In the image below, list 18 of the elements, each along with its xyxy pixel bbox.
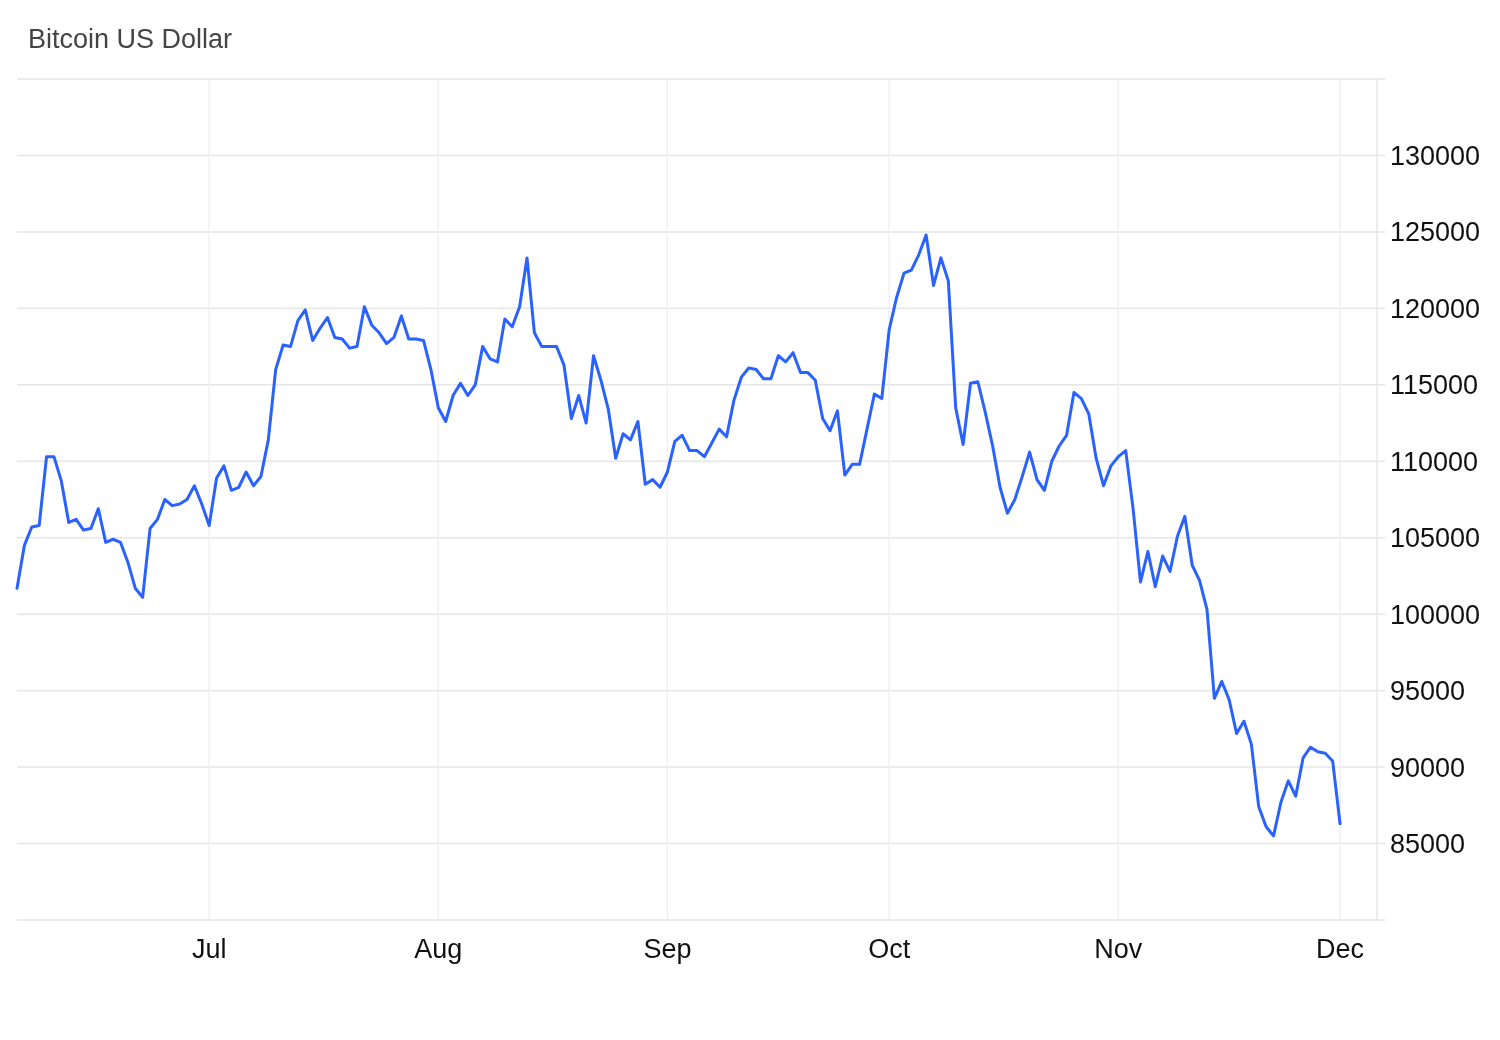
y-tick-label: 100000 [1390,599,1481,630]
y-tick-label: 115000 [1390,370,1479,401]
y-tick-label: 120000 [1390,293,1481,324]
y-tick-label: 130000 [1390,140,1481,171]
y-tick-label: 85000 [1390,829,1466,859]
y-tick-label: 110000 [1390,446,1479,477]
x-tick-label: Nov [1094,934,1143,964]
x-tick-label: Aug [414,934,463,964]
y-tick-label: 90000 [1390,752,1466,783]
x-tick-label: Sep [643,934,692,964]
x-tick-label: Jul [191,934,227,964]
y-tick-label: 125000 [1390,217,1481,248]
y-tick-label: 95000 [1390,676,1466,707]
x-tick-label: Oct [868,934,911,964]
chart-title: Bitcoin US Dollar [28,24,233,54]
x-tick-label: Dec [1316,934,1365,964]
line-series [15,233,1342,838]
y-tick-label: 105000 [1390,523,1481,554]
